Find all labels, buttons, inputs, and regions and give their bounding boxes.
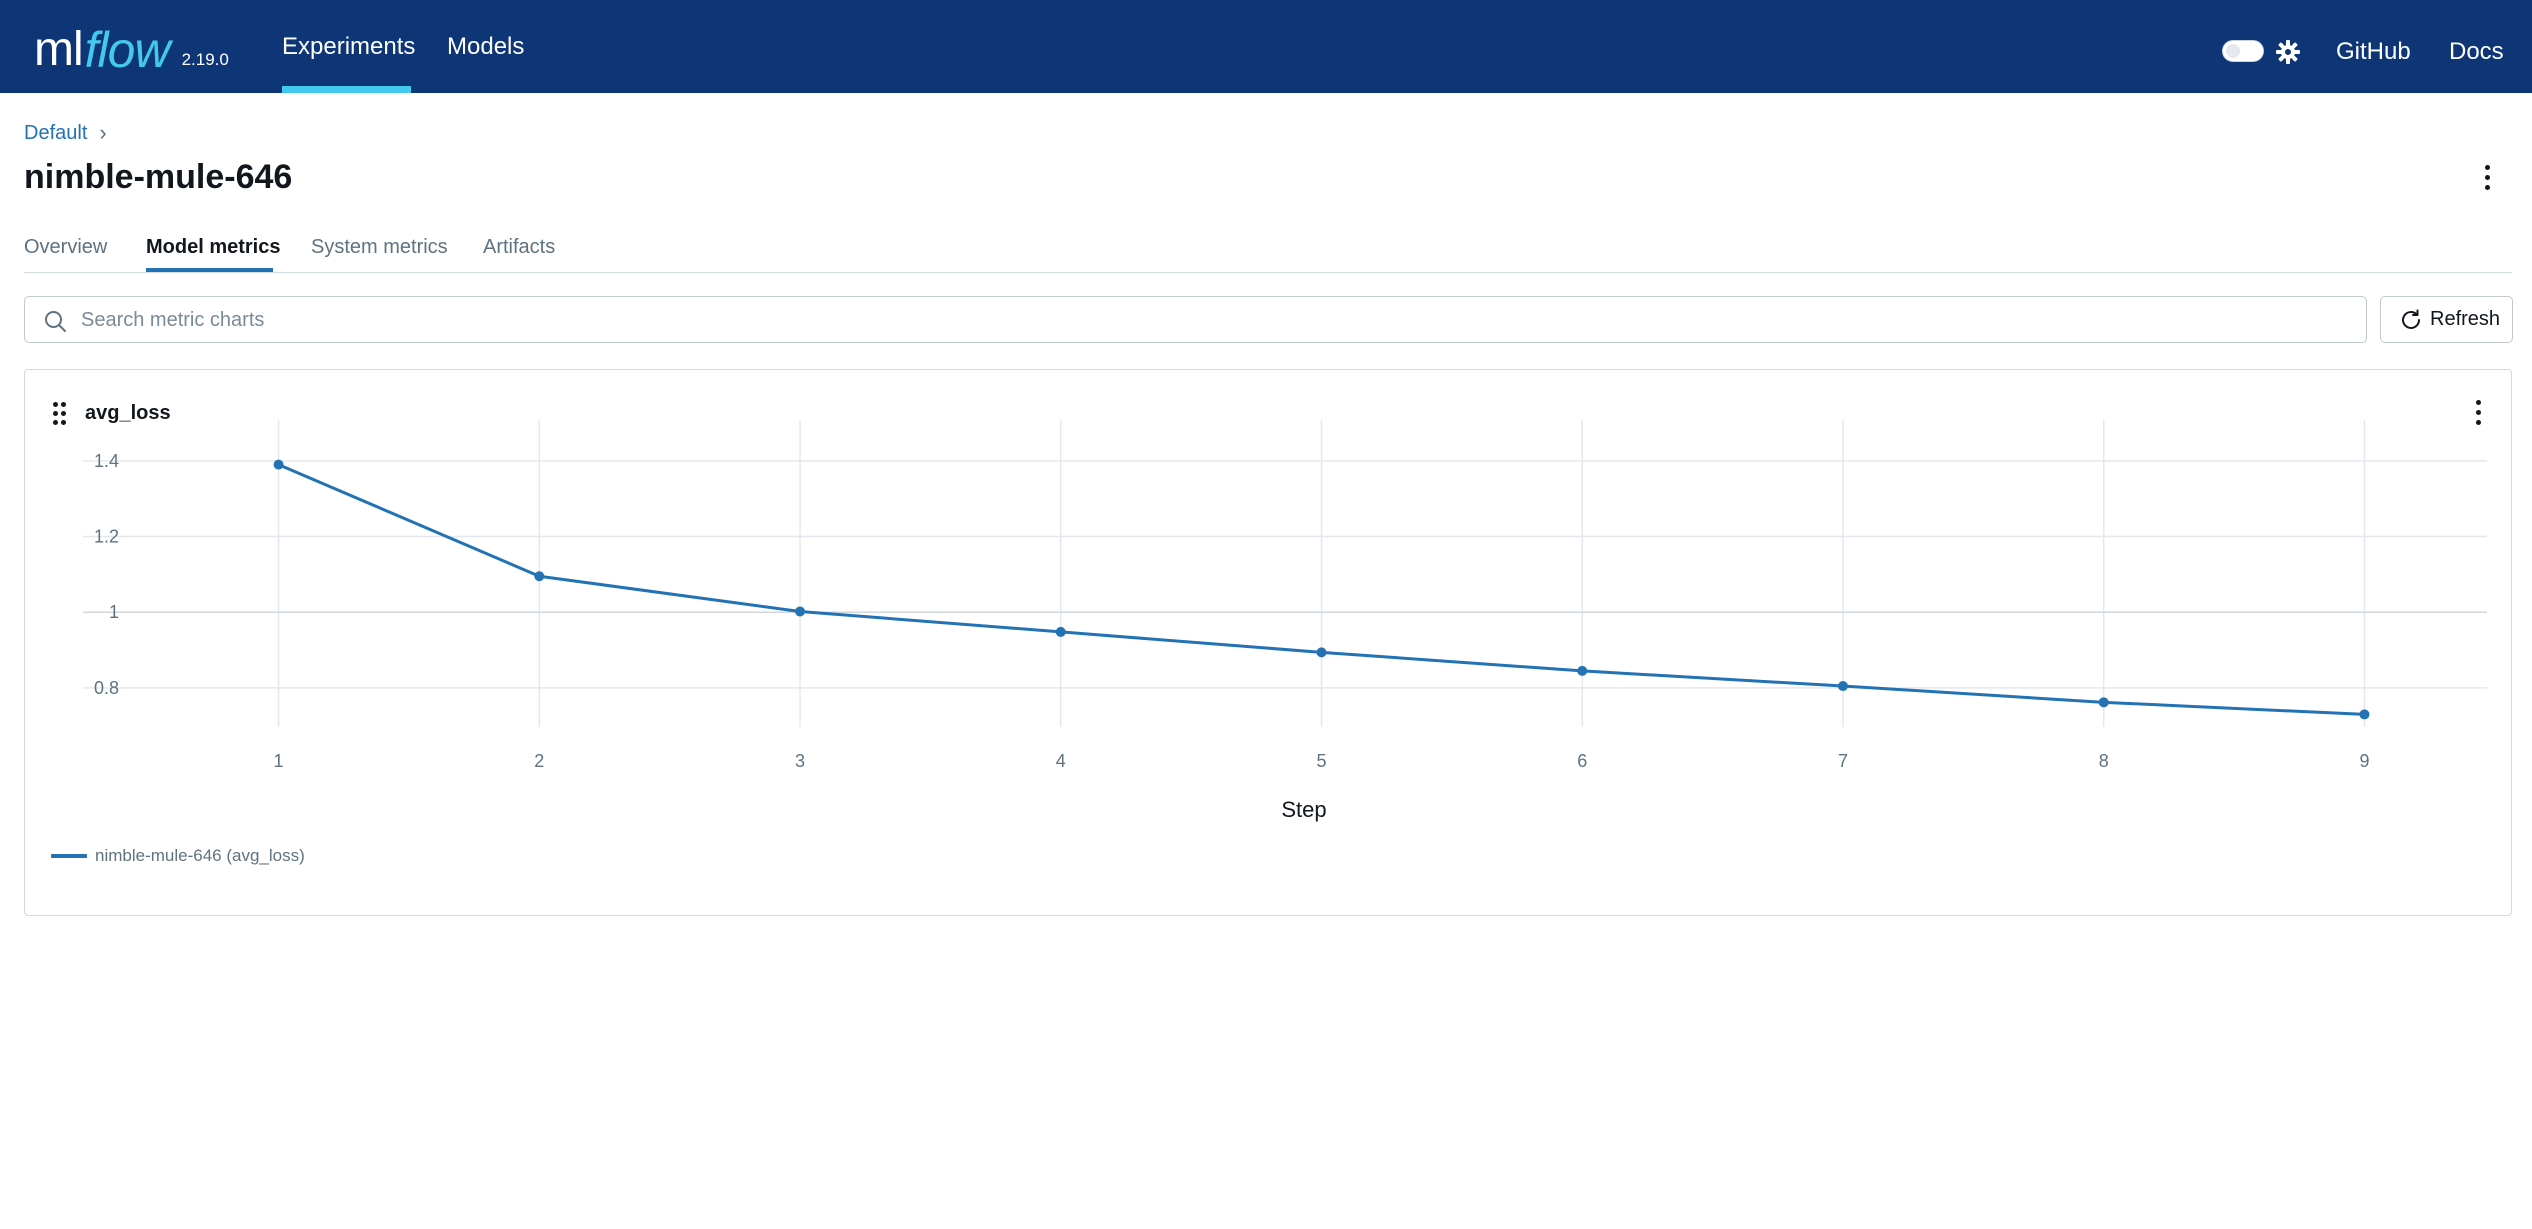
x-tick-label: 4 (1056, 751, 1066, 771)
y-tick-label: 1 (109, 602, 119, 622)
toggle-knob (2226, 44, 2240, 58)
nav-docs-link[interactable]: Docs (2449, 38, 2504, 65)
legend-label: nimble-mule-646 (avg_loss) (95, 846, 305, 865)
metric-chart-card: avg_loss 0.8 1 1.2 1.4 1 2 3 4 5 6 7 8 9 Step nimbl… (24, 369, 2512, 916)
chart-legend[interactable]: nimble-mule-646 (avg_loss) (51, 846, 305, 866)
run-tabs: Overview Model metrics System metrics Ar… (24, 232, 2512, 273)
breadcrumb-experiment-link[interactable]: Default (24, 121, 88, 144)
x-tick-label: 8 (2099, 751, 2109, 771)
y-tick-label: 1.2 (94, 527, 119, 547)
metric-line-chart[interactable]: 0.8 1 1.2 1.4 1 2 3 4 5 6 7 8 9 Step (25, 370, 2511, 915)
chart-menu-icon[interactable] (2467, 398, 2491, 428)
data-point[interactable] (534, 571, 545, 582)
logo-flow-text: flow (84, 22, 171, 78)
data-point[interactable] (2359, 709, 2370, 720)
data-point[interactable] (273, 459, 284, 470)
x-tick-label: 6 (1577, 751, 1587, 771)
search-icon (45, 311, 66, 332)
x-tick-label: 3 (795, 751, 805, 771)
tab-model-metrics[interactable]: Model metrics (146, 236, 281, 258)
data-point[interactable] (795, 606, 806, 617)
legend-swatch (51, 854, 87, 858)
nav-models-link[interactable]: Models (447, 32, 525, 60)
y-tick-label: 1.4 (94, 451, 119, 471)
page-title: nimble-mule-646 (24, 158, 293, 196)
run-actions-menu-icon[interactable] (2476, 163, 2500, 193)
search-input[interactable] (79, 299, 2353, 341)
top-nav-bar: ml flow 2.19.0 Experiments Models GitHub… (0, 0, 2532, 93)
mlflow-logo[interactable]: ml flow 2.19.0 (34, 14, 229, 78)
data-point[interactable] (1055, 626, 1066, 637)
chart-title: avg_loss (85, 402, 171, 424)
nav-active-indicator (282, 86, 411, 93)
data-point[interactable] (1837, 681, 1848, 692)
x-tick-label: 2 (534, 751, 544, 771)
nav-experiments-link[interactable]: Experiments (282, 32, 416, 60)
dark-mode-toggle[interactable] (2222, 40, 2264, 62)
breadcrumb-separator: › (99, 120, 107, 145)
gear-icon[interactable] (2274, 38, 2302, 66)
x-tick-label: 9 (2359, 751, 2369, 771)
data-point[interactable] (1577, 665, 1588, 676)
tab-artifacts[interactable]: Artifacts (483, 236, 556, 258)
refresh-button[interactable]: Refresh (2380, 296, 2513, 343)
data-point[interactable] (1316, 647, 1327, 658)
drag-handle-icon[interactable] (53, 402, 67, 426)
nav-github-link[interactable]: GitHub (2336, 38, 2411, 65)
data-point[interactable] (2098, 697, 2109, 708)
tab-overview[interactable]: Overview (24, 236, 108, 258)
breadcrumb: Default › (24, 120, 107, 146)
refresh-label: Refresh (2430, 308, 2501, 330)
x-tick-label: 7 (1838, 751, 1848, 771)
refresh-icon (2402, 309, 2420, 329)
x-tick-label: 1 (274, 751, 284, 771)
tab-system-metrics[interactable]: System metrics (311, 236, 448, 258)
logo-ml-text: ml (34, 23, 84, 76)
tab-active-indicator (146, 268, 273, 272)
x-tick-label: 5 (1316, 751, 1326, 771)
y-tick-label: 0.8 (94, 678, 119, 698)
x-axis-label: Step (1281, 797, 1326, 822)
search-box (24, 296, 2367, 343)
version-label: 2.19.0 (181, 50, 229, 69)
